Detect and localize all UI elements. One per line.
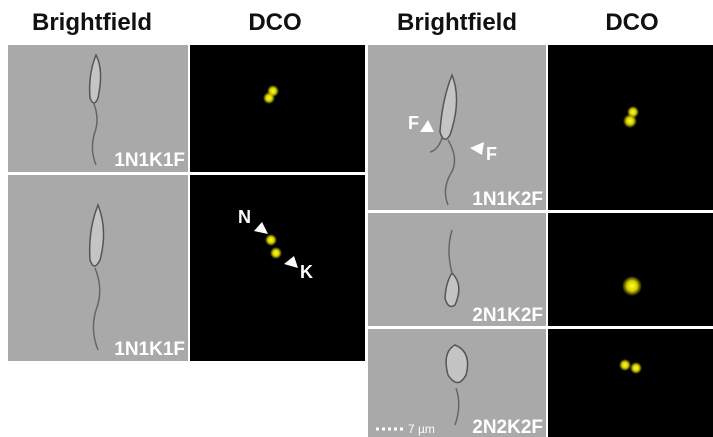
annotation: F (408, 113, 419, 133)
panel-label: 1N1K1F (114, 150, 185, 171)
headers: Brightfield DCO Brightfield DCO (32, 9, 659, 36)
brightfield-panel (8, 175, 188, 361)
header: DCO (248, 9, 301, 36)
panel-label: 1N1K1F (114, 339, 185, 360)
annotation: F (486, 144, 497, 164)
figure: Brightfield DCO Brightfield DCO N K F F … (0, 0, 713, 437)
panel-label: 2N2K2F (472, 417, 543, 437)
panel-label: 2N1K2F (472, 305, 543, 326)
annotation: N (238, 207, 251, 227)
annotation: K (300, 262, 313, 282)
dco-panel (548, 213, 713, 326)
dco-panel (548, 329, 713, 437)
dco-panel (190, 175, 365, 361)
header: Brightfield (397, 9, 517, 36)
brightfield-panel (368, 45, 546, 210)
header: DCO (605, 9, 658, 36)
dco-panel (190, 45, 365, 172)
scale-label: 7 µm (408, 422, 435, 436)
panel-label: 1N1K2F (472, 189, 543, 210)
header: Brightfield (32, 9, 152, 36)
